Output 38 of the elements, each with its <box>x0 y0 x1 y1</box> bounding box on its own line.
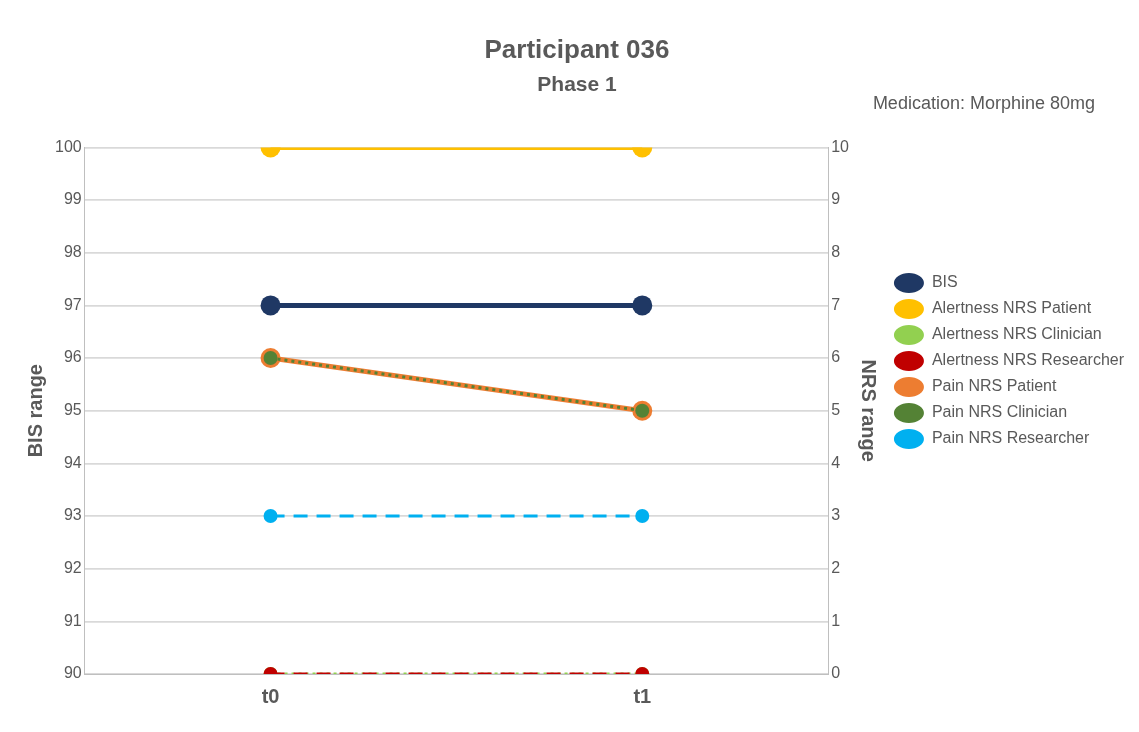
y2-tick-label: 9 <box>831 190 841 208</box>
y-tick-label: 90 <box>63 664 82 682</box>
y2-tick-label: 10 <box>831 137 850 155</box>
y2-tick-label: 5 <box>831 401 841 419</box>
legend-label: Alertness NRS Researcher <box>931 351 1125 369</box>
y2-tick-label: 0 <box>831 664 841 682</box>
y-tick-label: 100 <box>54 137 82 155</box>
legend-label: Pain NRS Patient <box>931 377 1057 395</box>
chart-subtitle: Phase 1 <box>537 71 618 95</box>
x-tick-label: t0 <box>261 684 280 707</box>
point <box>635 509 650 524</box>
y-tick-label: 91 <box>63 611 82 629</box>
legend-label: Alertness NRS Clinician <box>931 325 1102 343</box>
y-tick-label: 98 <box>63 243 82 261</box>
x-tick-label: t1 <box>633 684 652 707</box>
y2-tick-label: 6 <box>831 348 841 366</box>
y2-tick-label: 3 <box>831 506 841 524</box>
y-tick-label: 99 <box>63 190 82 208</box>
point <box>263 509 278 524</box>
y-tick-label: 95 <box>63 401 82 419</box>
y-tick-label: 93 <box>63 506 82 524</box>
legend-label: Pain NRS Researcher <box>931 429 1090 447</box>
y-tick-label: 94 <box>63 453 82 471</box>
y-tick-label: 92 <box>63 559 82 577</box>
chart-title: Participant 036 <box>484 33 670 64</box>
y2-tick-label: 1 <box>831 611 841 629</box>
legend-label: BIS <box>931 273 958 291</box>
y-tick-label: 97 <box>63 295 82 313</box>
y2-tick-label: 4 <box>831 453 841 471</box>
text: Medication: Morphine 80mg <box>872 92 1095 113</box>
legend-label: Alertness NRS Patient <box>931 299 1092 317</box>
y-axis-title: BIS range <box>23 364 46 458</box>
legend-label: Pain NRS Clinician <box>931 403 1068 421</box>
y2-tick-label: 7 <box>831 295 841 313</box>
y2-tick-label: 8 <box>831 243 841 261</box>
y-tick-label: 96 <box>63 348 82 366</box>
y2-tick-label: 2 <box>831 559 841 577</box>
y2-axis-title: NRS range <box>858 359 881 462</box>
